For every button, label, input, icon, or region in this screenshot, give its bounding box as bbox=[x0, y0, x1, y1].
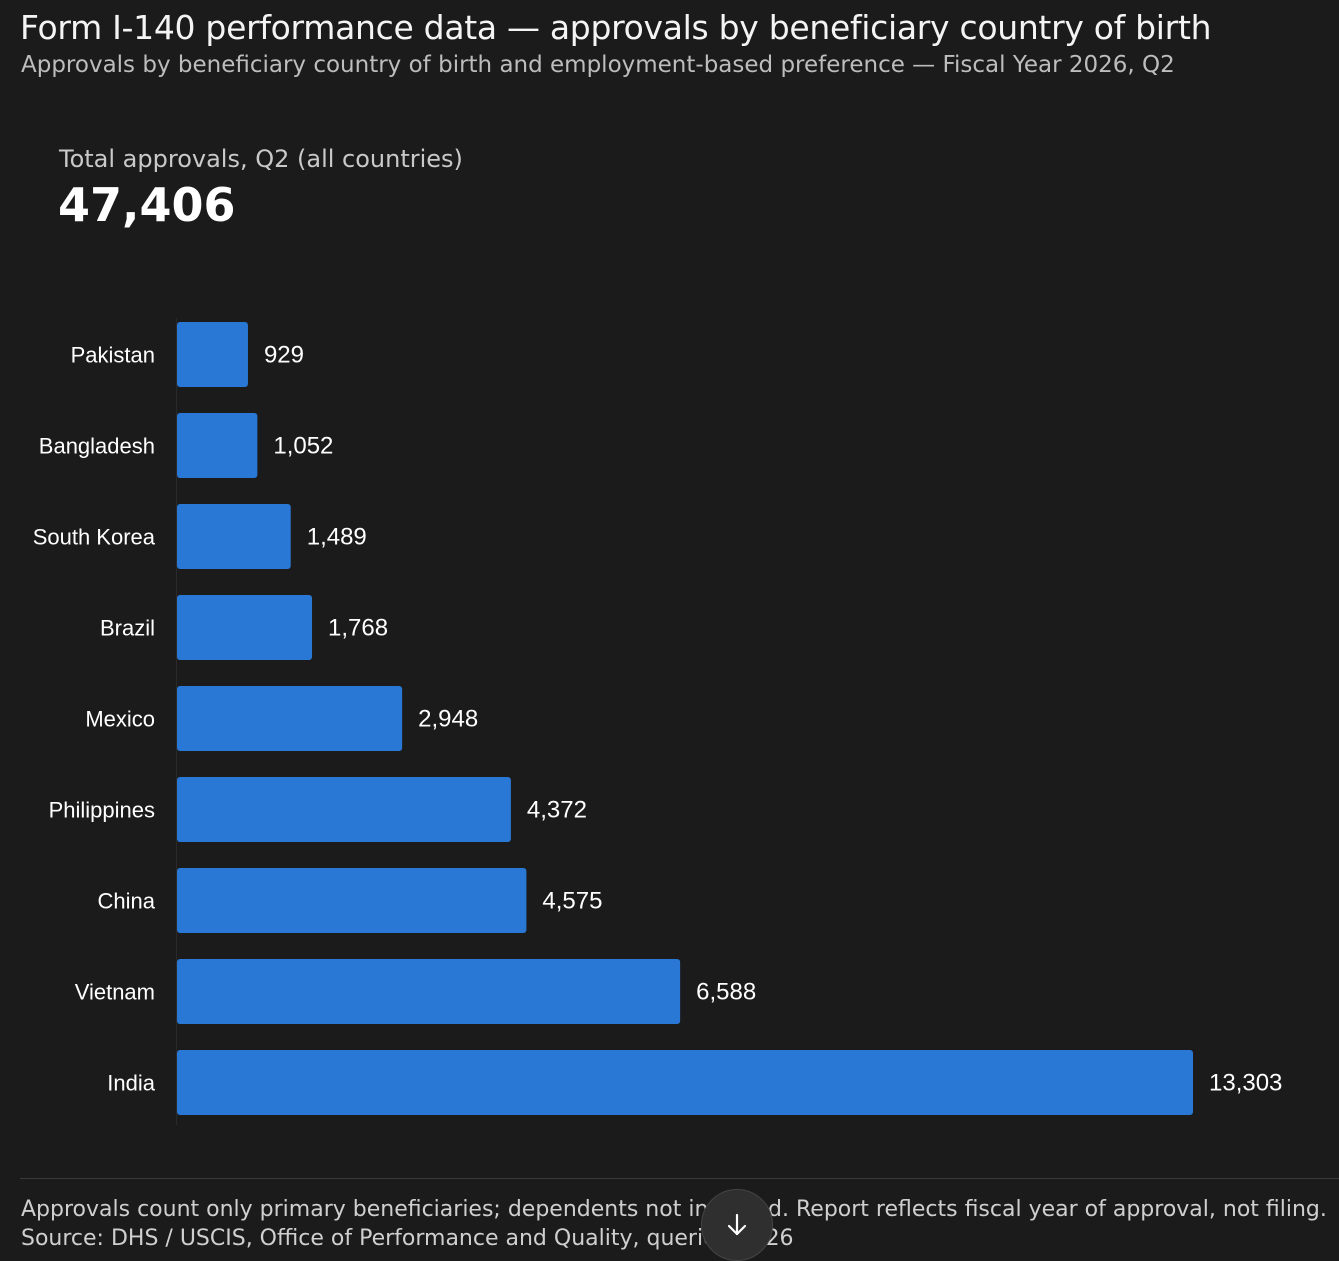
category-label: Vietnam bbox=[75, 980, 155, 1005]
chart-title: Form I-140 performance data — approvals … bbox=[20, 8, 1212, 47]
value-label: 4,575 bbox=[542, 888, 602, 915]
footnote-line-1: Approvals count only primary beneficiari… bbox=[21, 1197, 1327, 1222]
value-label: 1,768 bbox=[328, 615, 388, 642]
category-label: China bbox=[98, 889, 156, 914]
value-label: 1,052 bbox=[273, 433, 333, 460]
category-label: Philippines bbox=[49, 798, 155, 823]
bar-china bbox=[177, 868, 527, 933]
value-label: 6,588 bbox=[696, 979, 756, 1006]
category-label: Pakistan bbox=[71, 343, 155, 368]
value-label: 1,489 bbox=[307, 524, 367, 551]
category-label: Bangladesh bbox=[39, 434, 155, 459]
category-label: South Korea bbox=[33, 525, 156, 550]
bar-philippines bbox=[177, 777, 511, 842]
footnote-line-2: Source: DHS / USCIS, Office of Performan… bbox=[21, 1226, 794, 1251]
value-label: 2,948 bbox=[418, 706, 478, 733]
value-label: 929 bbox=[264, 342, 304, 369]
bar-chart: Pakistan 929 Bangladesh 1,052 South Korea 1,4… bbox=[33, 318, 1282, 1125]
bar-vietnam bbox=[177, 959, 681, 1024]
bar-pakistan bbox=[177, 322, 248, 387]
category-label: India bbox=[107, 1071, 155, 1096]
total-approvals-label: Total approvals, Q2 (all countries) bbox=[59, 145, 463, 173]
bar-bangladesh bbox=[177, 413, 258, 478]
footnote: Approvals count only primary beneficiari… bbox=[21, 1195, 1327, 1253]
category-label: Brazil bbox=[100, 616, 155, 641]
bar-south-korea bbox=[177, 504, 291, 569]
value-label: 4,372 bbox=[527, 797, 587, 824]
bar-brazil bbox=[177, 595, 313, 660]
scroll-down-button[interactable] bbox=[701, 1189, 773, 1261]
category-label: Mexico bbox=[85, 707, 155, 732]
bar-mexico bbox=[177, 686, 403, 751]
bars-group: Pakistan 929 Bangladesh 1,052 South Korea 1,4… bbox=[33, 322, 1282, 1115]
chart-subtitle: Approvals by beneficiary country of birt… bbox=[21, 52, 1175, 78]
value-label: 13,303 bbox=[1209, 1070, 1282, 1097]
bar-india bbox=[177, 1050, 1193, 1115]
arrow-down-icon bbox=[727, 1213, 747, 1236]
total-approvals-value: 47,406 bbox=[58, 178, 236, 232]
footer-divider bbox=[20, 1178, 1339, 1179]
